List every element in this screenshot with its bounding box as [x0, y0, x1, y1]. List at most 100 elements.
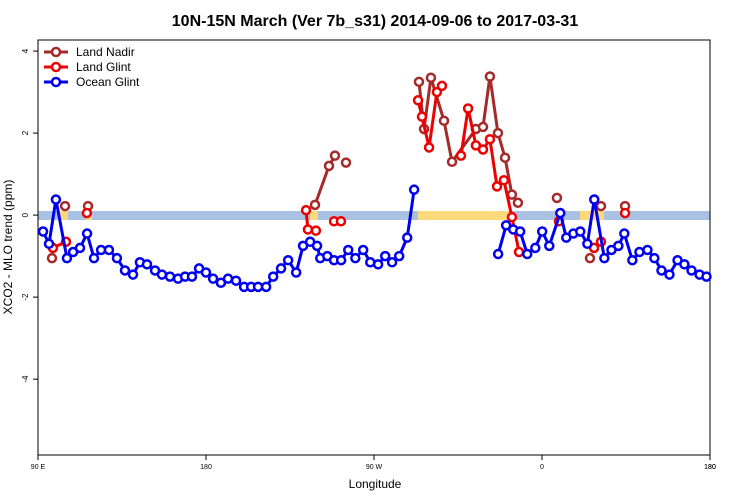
data-point — [300, 204, 312, 216]
data-point — [498, 174, 510, 186]
data-point — [207, 273, 219, 284]
data-point — [477, 144, 489, 155]
series-line — [41, 189, 707, 289]
data-point — [386, 257, 398, 268]
data-point — [575, 226, 586, 237]
data-point — [656, 265, 667, 276]
data-point — [484, 71, 496, 82]
data-point — [309, 199, 321, 211]
data-point — [438, 115, 450, 127]
data-point — [408, 184, 420, 195]
data-point — [222, 273, 234, 284]
x-tick-label: 180 — [200, 464, 212, 471]
data-point — [536, 226, 548, 237]
data-point — [393, 250, 405, 262]
data-point — [513, 246, 525, 258]
data-point — [372, 259, 384, 270]
data-point — [679, 259, 690, 270]
data-point — [275, 263, 287, 274]
data-point — [484, 133, 496, 145]
data-point — [649, 252, 660, 264]
data-point — [492, 248, 504, 260]
data-point — [335, 216, 347, 227]
data-point — [664, 269, 675, 280]
data-point — [595, 200, 607, 212]
x-axis-label: Longitude — [349, 477, 402, 491]
y-axis-label: XCO2 - MLO trend (ppm) — [1, 180, 15, 315]
data-point — [551, 192, 563, 204]
land-band — [418, 211, 510, 220]
data-point — [455, 150, 467, 161]
data-point — [491, 181, 503, 192]
legend-marker — [50, 46, 62, 58]
y-tick-label: 0 — [21, 212, 30, 217]
data-point — [634, 246, 645, 258]
x-tick-label: 90 W — [366, 464, 383, 471]
data-point — [61, 252, 73, 264]
data-point — [350, 252, 361, 264]
data-point — [436, 80, 448, 92]
data-point — [340, 157, 352, 168]
data-point — [46, 252, 58, 264]
data-point — [260, 281, 272, 293]
data-point — [522, 248, 533, 260]
data-point — [686, 265, 697, 276]
data-point — [512, 197, 524, 209]
data-point — [555, 207, 566, 219]
data-point — [477, 121, 489, 133]
data-point — [446, 156, 458, 168]
data-point — [492, 127, 504, 139]
data-point — [119, 265, 131, 276]
data-point — [506, 211, 518, 223]
reference-band — [38, 211, 710, 220]
data-point — [499, 152, 511, 163]
data-point — [412, 95, 424, 106]
legend-label: Ocean Glint — [76, 75, 140, 89]
data-point — [613, 240, 624, 252]
data-point — [74, 242, 86, 254]
land-band — [58, 211, 68, 220]
y-tick-label: -2 — [21, 293, 30, 301]
data-point — [200, 267, 212, 278]
data-point — [302, 224, 314, 235]
land-band — [310, 211, 318, 220]
data-point — [127, 269, 139, 280]
data-point — [88, 252, 100, 264]
data-point — [81, 228, 93, 239]
data-point — [329, 150, 341, 161]
data-point — [111, 252, 123, 264]
data-point — [514, 226, 526, 237]
data-point — [589, 194, 600, 205]
data-point — [619, 207, 631, 219]
data-point — [230, 275, 242, 286]
data-point — [37, 226, 49, 237]
legend-marker — [50, 61, 62, 73]
data-point — [342, 244, 354, 256]
data-point — [164, 271, 176, 282]
data-point — [267, 271, 279, 282]
data-point — [379, 250, 391, 262]
data-point — [311, 240, 323, 252]
data-point — [544, 240, 555, 252]
data-point — [582, 238, 593, 250]
data-point — [186, 271, 198, 282]
ocean-band — [38, 211, 710, 220]
y-tick-label: 4 — [21, 48, 30, 53]
y-tick-label: -4 — [21, 375, 30, 383]
legend-label: Land Glint — [76, 60, 131, 74]
x-tick-label: 180 — [704, 464, 716, 471]
data-point — [357, 244, 369, 256]
data-point — [290, 267, 302, 278]
data-point — [59, 200, 71, 212]
data-point — [619, 228, 630, 239]
data-point — [50, 194, 62, 205]
data-point — [642, 244, 653, 256]
data-point — [425, 72, 437, 83]
x-tick-label: 0 — [540, 464, 544, 471]
x-tick-label: 90 E — [31, 464, 46, 471]
data-point — [43, 238, 55, 250]
data-point — [401, 232, 413, 243]
data-point — [413, 76, 425, 88]
